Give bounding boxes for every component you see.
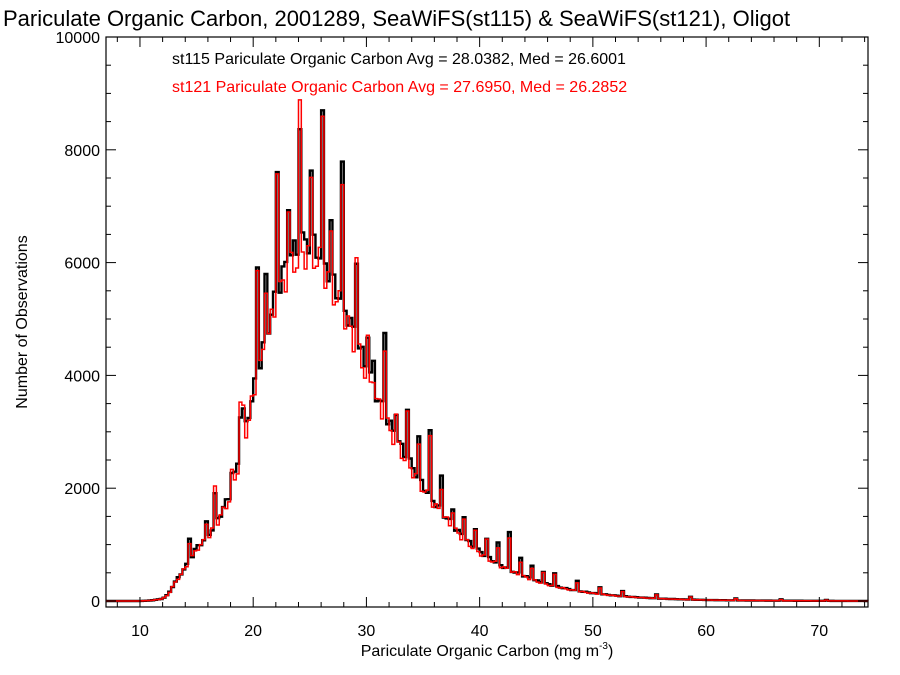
x-tick-label: 50 xyxy=(584,623,602,640)
y-tick-label: 2000 xyxy=(64,481,100,498)
y-tick-label: 0 xyxy=(91,594,100,611)
legend: st115 Pariculate Organic Carbon Avg = 28… xyxy=(172,51,627,96)
plot-area: 10 20 30 40 50 60 70 0 2000 4000 6000 8000 10000 xyxy=(56,30,869,640)
y-axis-label: Number of Observations xyxy=(14,235,31,408)
y-tick-label: 8000 xyxy=(64,143,100,160)
y-tick-label: 4000 xyxy=(64,368,100,385)
chart-title: Pariculate Organic Carbon, 2001289, SeaW… xyxy=(3,6,790,31)
x-tick-label: 20 xyxy=(244,623,262,640)
series-layer xyxy=(106,99,869,603)
x-tick-label: 10 xyxy=(131,623,149,640)
histogram-series-st121 xyxy=(106,99,869,602)
x-axis-label-end: ) xyxy=(608,643,613,660)
histogram-series-st115 xyxy=(106,109,869,603)
x-axis-label: Pariculate Organic Carbon (mg m-3) xyxy=(361,641,614,660)
x-tick-label: 40 xyxy=(471,623,489,640)
y-tick-label: 10000 xyxy=(56,30,101,47)
x-axis: 10 20 30 40 50 60 70 xyxy=(116,37,866,640)
plot-frame xyxy=(105,36,869,608)
x-axis-label-main: Pariculate Organic Carbon (mg m xyxy=(361,643,599,660)
x-tick-label: 70 xyxy=(810,623,828,640)
x-axis-label-superscript: -3 xyxy=(599,641,608,652)
legend-entry-st121: st121 Pariculate Organic Carbon Avg = 27… xyxy=(172,79,627,96)
x-tick-label: 30 xyxy=(358,623,376,640)
y-axis: 0 2000 4000 6000 8000 10000 xyxy=(56,30,868,611)
x-tick-label: 60 xyxy=(697,623,715,640)
y-tick-label: 6000 xyxy=(64,256,100,273)
legend-entry-st115: st115 Pariculate Organic Carbon Avg = 28… xyxy=(172,51,626,68)
